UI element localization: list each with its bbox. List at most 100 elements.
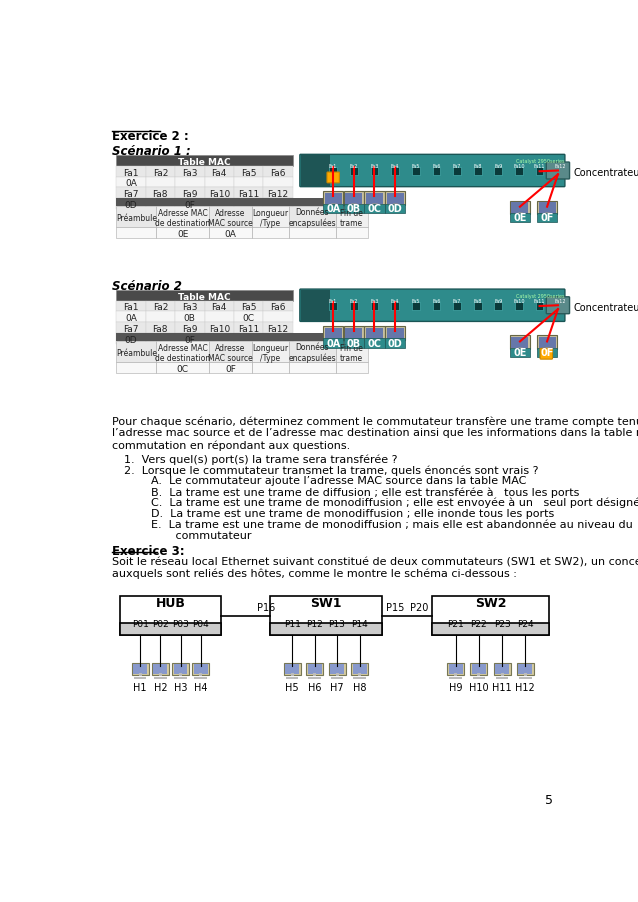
Bar [512, 203, 528, 215]
Text: B.  La trame est une trame de diffusion ; elle est transférée à   tous les ports: B. La trame est une trame de diffusion ;… [151, 487, 579, 497]
Text: 0F: 0F [184, 200, 195, 209]
Bar [300, 156, 330, 187]
Text: D.  La trame est une trame de monodiffusion ; elle inonde tous les ports: D. La trame est une trame de monodiffusi… [151, 508, 554, 518]
Text: Fa9: Fa9 [494, 299, 503, 303]
Bar [537, 214, 557, 223]
Bar [289, 228, 336, 239]
Bar [175, 312, 205, 323]
Text: 0F: 0F [184, 336, 195, 345]
Text: Adresse
MAC source: Adresse MAC source [208, 343, 253, 363]
Text: Longueur
/Type: Longueur /Type [253, 343, 288, 363]
Bar [252, 341, 289, 363]
Text: Fa7: Fa7 [453, 299, 461, 303]
Bar [347, 343, 361, 345]
Bar [372, 204, 377, 207]
Bar [388, 208, 402, 210]
Bar [234, 312, 263, 323]
Bar [510, 214, 530, 223]
Text: Fa6: Fa6 [271, 303, 286, 312]
Bar [372, 338, 377, 341]
Text: Fa7: Fa7 [123, 325, 138, 334]
Bar [336, 341, 368, 363]
Bar [449, 665, 463, 675]
Text: H10: H10 [469, 682, 489, 692]
Bar [515, 169, 523, 176]
Bar [388, 343, 402, 345]
Bar [545, 347, 549, 351]
Text: P03: P03 [172, 619, 189, 628]
Text: Adresse
MAC source: Adresse MAC source [208, 208, 253, 228]
Text: P02: P02 [152, 619, 168, 628]
Bar [175, 301, 205, 312]
Bar [205, 323, 234, 334]
Bar [352, 338, 356, 341]
Bar [519, 677, 531, 679]
Bar [472, 665, 486, 675]
Text: Fa9: Fa9 [182, 190, 198, 198]
Text: Fa4: Fa4 [212, 303, 227, 312]
Bar [234, 301, 263, 312]
Bar [501, 673, 503, 676]
Bar [433, 623, 549, 635]
Text: Fin de
trame: Fin de trame [340, 343, 363, 363]
Bar [344, 327, 364, 341]
Text: P13: P13 [329, 619, 346, 628]
Bar [387, 194, 404, 205]
Text: 0E: 0E [513, 348, 526, 358]
Bar [366, 328, 383, 340]
Bar [519, 665, 532, 675]
Bar [145, 323, 175, 334]
Text: Fa6: Fa6 [432, 163, 441, 169]
Bar [120, 623, 221, 635]
Bar [308, 677, 321, 679]
Bar [371, 169, 378, 176]
Bar [145, 312, 175, 323]
Bar [323, 339, 343, 348]
Bar [209, 363, 252, 373]
Text: Scénario 1 :: Scénario 1 : [112, 145, 191, 158]
Bar [477, 673, 480, 676]
Bar [263, 178, 293, 189]
Bar [156, 228, 209, 239]
Bar [449, 677, 462, 679]
Text: Fa6: Fa6 [432, 299, 441, 303]
Bar [252, 363, 289, 373]
Bar [179, 673, 182, 676]
Bar [391, 303, 399, 310]
Bar [474, 169, 482, 176]
Text: Fa12: Fa12 [554, 163, 566, 169]
Text: Exercice 2 :: Exercice 2 : [112, 130, 189, 143]
Bar [116, 312, 145, 323]
Text: P22: P22 [471, 619, 487, 628]
Bar [192, 663, 209, 675]
Text: Données
encapsulées: Données encapsulées [288, 343, 336, 363]
Bar [453, 169, 461, 176]
Bar [351, 663, 368, 675]
Text: Longueur
/Type: Longueur /Type [253, 208, 288, 228]
Text: H12: H12 [516, 682, 535, 692]
Text: 0B: 0B [347, 204, 361, 214]
Text: Fa9: Fa9 [494, 163, 503, 169]
Bar [116, 167, 145, 178]
Bar [371, 303, 378, 310]
Text: Fa11: Fa11 [238, 325, 259, 334]
Text: Fa10: Fa10 [513, 163, 524, 169]
Bar [145, 334, 175, 345]
Text: Fa8: Fa8 [152, 190, 168, 198]
Bar [263, 167, 293, 178]
Bar [209, 341, 252, 363]
Text: Table MAC: Table MAC [178, 158, 231, 167]
Bar [517, 663, 534, 675]
Text: 0D: 0D [124, 200, 137, 209]
Bar [159, 673, 162, 676]
Bar [205, 334, 234, 345]
Bar [116, 334, 145, 345]
Text: Fa3: Fa3 [182, 303, 198, 312]
Bar [556, 169, 564, 176]
Bar [325, 194, 342, 205]
Bar [145, 301, 175, 312]
Bar [330, 665, 344, 675]
Bar [116, 323, 145, 334]
Bar [331, 677, 343, 679]
Bar [290, 673, 293, 676]
